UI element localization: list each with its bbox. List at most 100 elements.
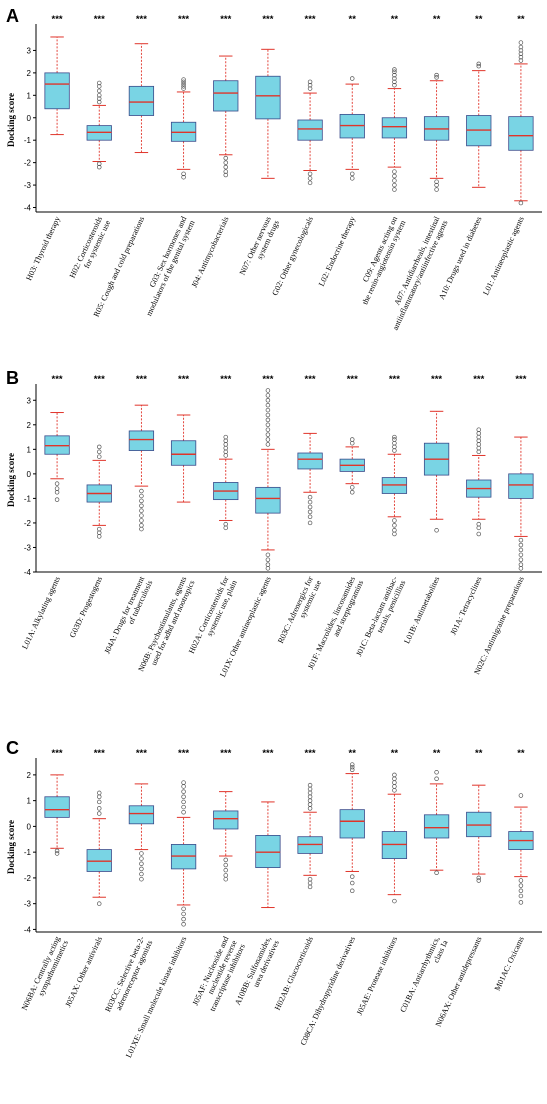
outlier-point xyxy=(181,799,186,805)
outlier-point xyxy=(265,427,271,432)
y-tick-label: 3 xyxy=(27,396,32,405)
outlier-point xyxy=(392,448,397,453)
box-iqr xyxy=(297,452,323,470)
outlier-point xyxy=(392,788,397,793)
box-2: *** G03D: Progestogens xyxy=(68,374,112,639)
category-label: J05AE: Protease inhibitors xyxy=(355,935,399,1017)
y-tick-label: -2 xyxy=(24,159,32,168)
significance-label: *** xyxy=(347,374,358,385)
outlier-point xyxy=(392,772,397,778)
outlier-point xyxy=(307,79,313,85)
outlier-point xyxy=(307,798,313,803)
outlier-point xyxy=(392,169,397,174)
category-label: N07: Other nervoussystem drugs xyxy=(238,215,281,280)
box-3: ***R03CC: Selective beta-2-adrenorecepto… xyxy=(103,748,154,1013)
significance-label: *** xyxy=(52,748,63,759)
outlier-point xyxy=(139,493,144,499)
category-label: G03: Sex hormones andmodulators of the g… xyxy=(136,214,197,317)
category-label-line: J05AX: Other antivirals xyxy=(63,935,104,1008)
outlier-point xyxy=(392,76,397,81)
outlier-point xyxy=(518,893,524,899)
outlier-point xyxy=(350,76,355,81)
outlier-point xyxy=(518,566,524,571)
outlier-point xyxy=(223,867,229,873)
category-label: G03D: Progestogens xyxy=(68,575,104,639)
significance-label: ** xyxy=(517,748,525,759)
y-tick-label: -4 xyxy=(24,204,32,213)
significance-label: ** xyxy=(391,748,399,759)
outlier-point xyxy=(476,427,482,432)
outlier-point xyxy=(307,782,313,788)
y-tick-label: -2 xyxy=(24,874,32,883)
significance-label: *** xyxy=(515,374,526,385)
outlier-point xyxy=(139,523,144,528)
category-label-line: modulators of the genital system xyxy=(144,218,197,317)
outlier-point xyxy=(476,531,482,537)
category-label-line: N02C: Antimigraine preparations xyxy=(472,575,525,676)
outlier-point xyxy=(392,79,397,85)
outlier-point xyxy=(96,811,102,816)
outlier-point xyxy=(434,776,439,781)
outlier-point xyxy=(96,454,102,459)
outlier-point xyxy=(223,857,229,863)
outlier-point xyxy=(350,437,355,442)
significance-label: *** xyxy=(220,374,231,385)
box-iqr xyxy=(381,117,408,139)
box-4: ***L01XE: Small molecule kinase inhibito… xyxy=(124,748,197,1059)
category-label-line: J04A: Drugs for treatment xyxy=(102,574,146,655)
outlier-point xyxy=(181,911,186,917)
outlier-point xyxy=(181,77,186,82)
significance-label: ** xyxy=(349,748,357,759)
outlier-point xyxy=(518,48,524,53)
panel-letter: B xyxy=(6,368,19,388)
significance-label: *** xyxy=(52,14,63,25)
outlier-point xyxy=(139,526,144,532)
box-8: ***J01F: Macrolides, lincosamidesand str… xyxy=(306,374,365,671)
outlier-point xyxy=(96,99,102,105)
category-label: L01B: Antimetabolites xyxy=(402,575,441,645)
outlier-point xyxy=(223,172,229,178)
outlier-point xyxy=(181,81,186,87)
outlier-point xyxy=(96,534,102,539)
outlier-point xyxy=(518,58,524,63)
outlier-point xyxy=(392,784,397,789)
box-iqr xyxy=(297,119,323,141)
outlier-point xyxy=(96,444,102,450)
outlier-point xyxy=(181,922,186,927)
outlier-point xyxy=(392,173,397,179)
outlier-point xyxy=(54,848,60,854)
outlier-point xyxy=(476,442,482,447)
outlier-point xyxy=(350,874,355,879)
category-label: N06BA: Centrally actingsympathomimetics xyxy=(20,935,70,1016)
y-tick-label: 1 xyxy=(27,91,32,100)
outlier-point xyxy=(265,407,271,413)
box-9: ***J01C: Beta-lactam antibac-terials, pe… xyxy=(354,374,407,658)
category-label: J04: Antimycobacterials xyxy=(190,215,231,289)
box-iqr xyxy=(170,440,197,466)
significance-label: *** xyxy=(305,374,316,385)
y-tick-label: -3 xyxy=(24,543,32,552)
y-tick-label: 0 xyxy=(27,114,32,123)
outlier-point xyxy=(181,809,186,815)
y-axis-label: Docking score xyxy=(6,93,16,147)
outlier-point xyxy=(265,398,271,403)
significance-label: *** xyxy=(473,374,484,385)
significance-label: *** xyxy=(220,748,231,759)
significance-label: *** xyxy=(136,748,147,759)
outlier-point xyxy=(96,799,102,805)
outlier-point xyxy=(307,504,313,510)
outlier-point xyxy=(476,878,482,883)
outlier-point xyxy=(392,780,397,785)
outlier-point xyxy=(96,526,102,532)
outlier-point xyxy=(139,866,144,872)
outlier-point xyxy=(350,888,355,894)
outlier-point xyxy=(518,40,524,45)
outlier-point xyxy=(434,75,439,80)
outlier-point xyxy=(265,552,271,558)
box-1: *** L01A: Alkylating agents xyxy=(20,374,70,651)
outlier-point xyxy=(307,802,313,807)
outlier-point xyxy=(265,562,271,567)
box-12: ** M01AC: Oxicams xyxy=(493,748,534,992)
box-5: ***J05AF: Nucleoside andnucleotide rever… xyxy=(191,748,247,1013)
category-label-line: H02AB: Glucocorticoids xyxy=(273,935,315,1012)
